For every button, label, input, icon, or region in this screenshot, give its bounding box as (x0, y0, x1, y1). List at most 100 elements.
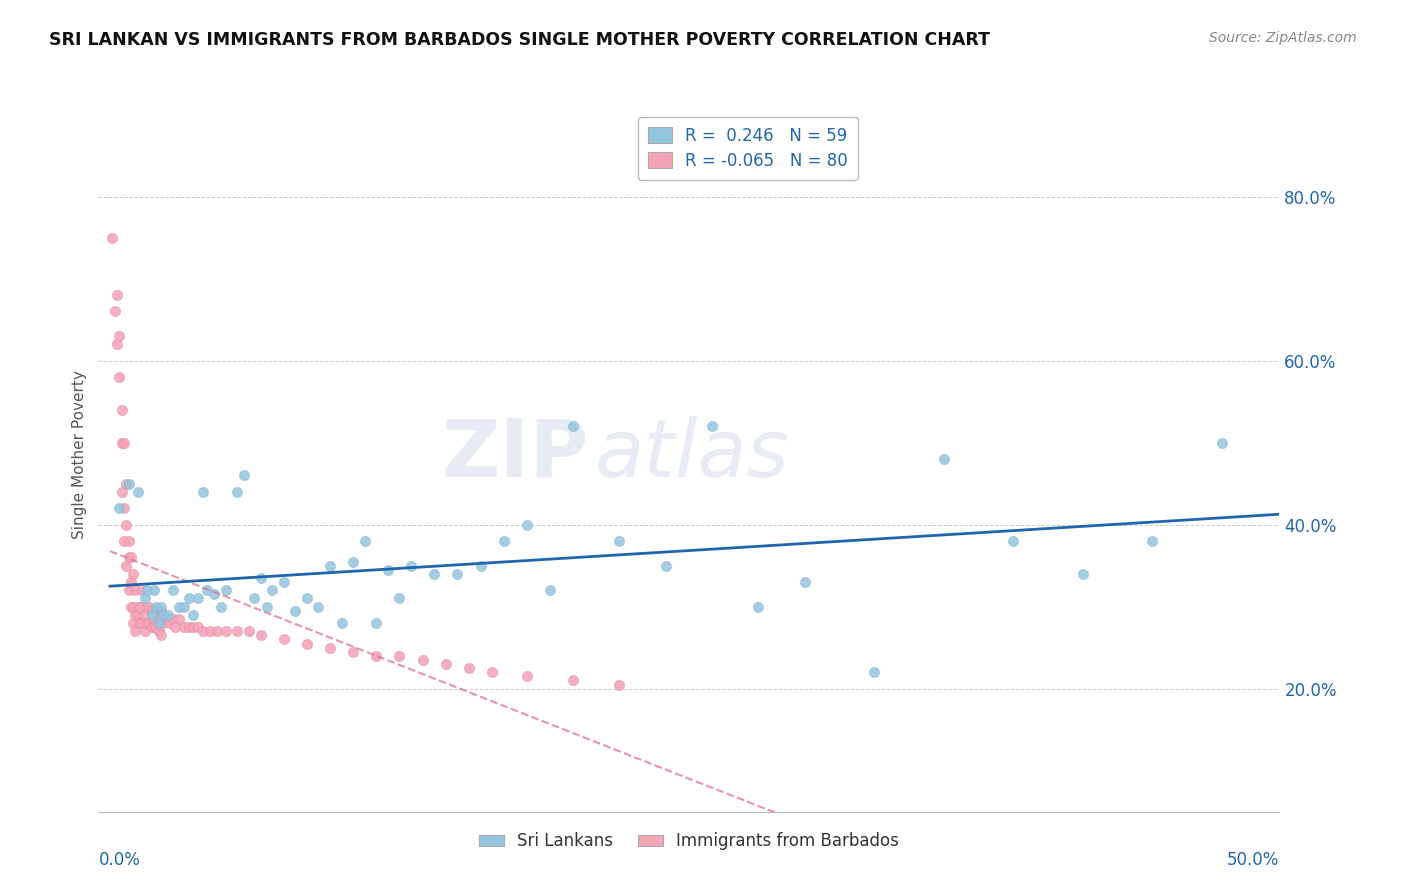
Point (198, 624, 221, 639)
Point (122, 566, 145, 581)
Point (152, 616, 174, 631)
Point (120, 550, 142, 565)
Point (177, 620, 200, 634)
Point (446, 566, 468, 581)
Point (516, 669, 538, 683)
Point (162, 612, 184, 626)
Point (117, 583, 139, 598)
Point (209, 599, 232, 614)
Point (262, 583, 284, 598)
Point (108, 329, 131, 343)
Point (138, 599, 160, 614)
Point (412, 653, 434, 667)
Point (863, 665, 886, 680)
Point (249, 628, 271, 642)
Point (700, 419, 723, 434)
Point (249, 571, 271, 585)
Point (319, 558, 342, 573)
Point (747, 599, 769, 614)
Point (238, 624, 260, 639)
Point (173, 620, 195, 634)
Point (155, 612, 177, 626)
Point (105, 337, 128, 351)
Point (481, 665, 503, 680)
Point (115, 476, 138, 491)
Point (163, 620, 186, 634)
Point (110, 484, 132, 499)
Point (330, 616, 353, 631)
Point (159, 616, 181, 631)
Point (129, 616, 152, 631)
Point (162, 583, 184, 598)
Point (423, 566, 446, 581)
Point (1071, 566, 1094, 581)
Point (215, 583, 238, 598)
Point (183, 607, 205, 622)
Point (932, 452, 955, 467)
Text: Source: ZipAtlas.com: Source: ZipAtlas.com (1209, 31, 1357, 45)
Point (187, 620, 209, 634)
Point (793, 575, 815, 590)
Point (177, 591, 200, 606)
Point (233, 468, 256, 483)
Point (110, 435, 132, 450)
Point (366, 648, 388, 663)
Point (242, 591, 264, 606)
Point (105, 288, 128, 302)
Point (101, 230, 124, 244)
Point (1211, 435, 1233, 450)
Point (149, 628, 172, 642)
Point (134, 607, 156, 622)
Point (104, 304, 127, 318)
Point (492, 534, 515, 549)
Point (156, 607, 179, 622)
Point (388, 591, 411, 606)
Point (131, 616, 153, 631)
Point (256, 599, 278, 614)
Point (124, 583, 146, 598)
Point (173, 599, 195, 614)
Point (273, 575, 295, 590)
Point (134, 624, 156, 639)
Text: 50.0%: 50.0% (1227, 851, 1279, 869)
Point (129, 599, 152, 614)
Point (120, 599, 142, 614)
Point (183, 620, 205, 634)
Point (138, 616, 160, 631)
Point (156, 612, 179, 626)
Point (353, 534, 375, 549)
Point (169, 599, 191, 614)
Point (609, 677, 631, 691)
Point (470, 558, 492, 573)
Point (108, 501, 131, 516)
Point (148, 607, 170, 622)
Point (295, 636, 318, 650)
Point (609, 534, 631, 549)
Point (307, 599, 329, 614)
Point (141, 620, 163, 634)
Text: atlas: atlas (595, 416, 789, 494)
Point (110, 402, 132, 417)
Point (319, 640, 342, 655)
Point (169, 612, 191, 626)
Point (205, 624, 228, 639)
Point (120, 575, 142, 590)
Text: ZIP: ZIP (441, 416, 589, 494)
Point (149, 604, 172, 618)
Legend: Sri Lankans, Immigrants from Barbados: Sri Lankans, Immigrants from Barbados (472, 826, 905, 857)
Point (127, 484, 149, 499)
Point (366, 616, 388, 631)
Point (136, 583, 159, 598)
Point (131, 583, 153, 598)
Point (141, 607, 163, 622)
Point (124, 624, 146, 639)
Point (191, 484, 214, 499)
Y-axis label: Single Mother Poverty: Single Mother Poverty (72, 370, 87, 540)
Point (136, 616, 159, 631)
Point (342, 645, 364, 659)
Point (149, 599, 172, 614)
Point (134, 591, 156, 606)
Point (145, 599, 167, 614)
Point (342, 555, 364, 569)
Point (136, 599, 159, 614)
